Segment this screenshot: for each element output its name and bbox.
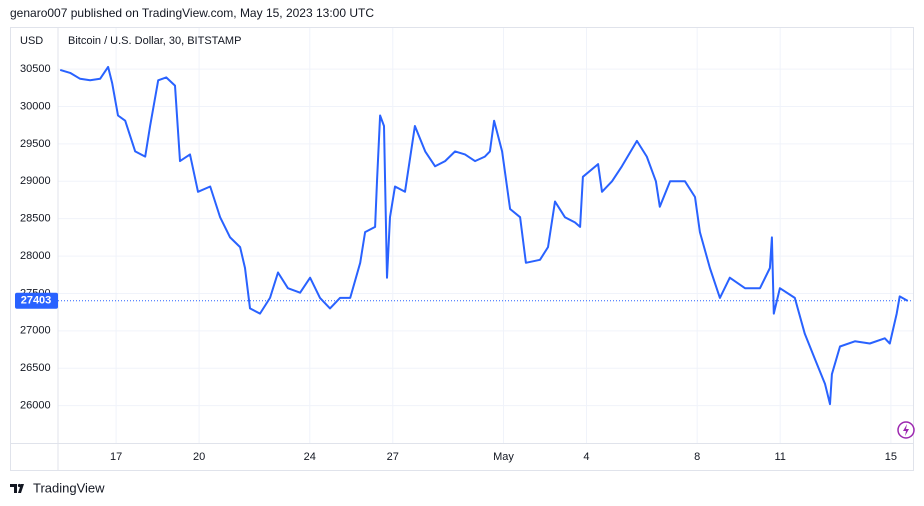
alert-icon: [897, 421, 915, 439]
last-price-label: 27403: [21, 295, 52, 307]
x-tick-label: 15: [885, 451, 897, 463]
x-tick-label: 24: [304, 451, 316, 463]
y-tick-label: 28000: [20, 250, 51, 262]
y-unit: USD: [20, 35, 43, 47]
chart-title: Bitcoin / U.S. Dollar, 30, BITSTAMP: [68, 35, 241, 47]
y-tick-label: 26000: [20, 400, 51, 412]
last-price-box: [15, 292, 58, 309]
x-tick-label: 27: [387, 451, 399, 463]
x-tick-label: 11: [774, 451, 785, 463]
y-tick-label: 26500: [20, 362, 51, 374]
price-line: [59, 65, 909, 406]
x-tick-label: 4: [583, 451, 589, 463]
x-tick-label: 8: [694, 451, 700, 463]
brand: TradingView: [33, 480, 105, 495]
y-tick-label: 30500: [20, 63, 51, 75]
y-tick-label: 29500: [20, 138, 51, 150]
y-tick-label: 27000: [20, 325, 51, 337]
grid: [58, 28, 913, 443]
y-tick-label: 30000: [20, 100, 51, 112]
y-tick-label: 28500: [20, 213, 51, 225]
y-tick-label: 29000: [20, 175, 51, 187]
x-tick-label: 20: [193, 451, 205, 463]
brand-logo: [10, 483, 24, 493]
published-note: genaro007 published on TradingView.com, …: [10, 6, 374, 20]
chart-frame: [10, 27, 914, 471]
x-tick-label: 17: [110, 451, 122, 463]
x-tick-label: May: [493, 451, 514, 463]
